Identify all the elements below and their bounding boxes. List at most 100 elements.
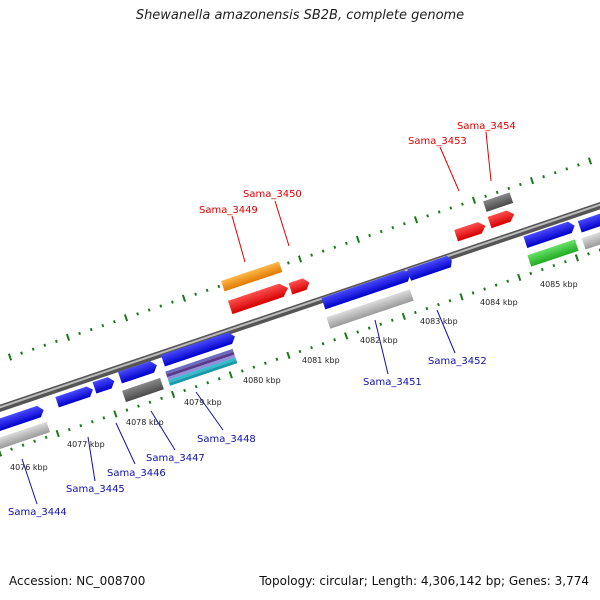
minor-tick: [540, 267, 544, 272]
kbp-label: 4083 kbp: [420, 317, 458, 326]
minor-tick: [205, 288, 209, 293]
minor-tick: [206, 381, 210, 385]
gene-sama-3453[interactable]: [454, 220, 487, 242]
minor-tick: [390, 318, 394, 322]
major-tick: [529, 176, 535, 185]
kbp-label: 4081 kbp: [302, 356, 340, 365]
minor-tick: [379, 229, 383, 234]
bottom-tick-track: [0, 248, 600, 457]
gene-right-blue-2[interactable]: [577, 212, 600, 233]
minor-tick: [519, 182, 522, 187]
gene-sama-3451-gray[interactable]: [326, 289, 414, 329]
minor-tick: [43, 343, 47, 347]
minor-tick: [563, 260, 567, 264]
gene-right-gray[interactable]: [581, 231, 600, 250]
gene-sama-3446[interactable]: [92, 375, 117, 394]
major-tick: [517, 273, 522, 281]
minor-tick: [321, 342, 325, 346]
genome-backbone: [0, 201, 600, 413]
gene-sama-3445[interactable]: [55, 385, 95, 408]
minor-tick: [183, 388, 187, 393]
minor-tick: [529, 271, 533, 276]
minor-tick: [217, 377, 221, 381]
minor-tick: [217, 284, 221, 289]
minor-tick: [194, 384, 198, 389]
minor-tick: [356, 330, 360, 334]
gene-sama-3452[interactable]: [407, 255, 453, 281]
minor-tick: [426, 214, 429, 218]
gene-label-sama-3446[interactable]: Sama_3446: [107, 468, 166, 479]
minor-tick: [391, 225, 395, 230]
minor-tick: [552, 263, 556, 268]
minor-tick: [125, 408, 129, 412]
gene-sama-3444[interactable]: [0, 404, 46, 434]
major-tick: [344, 332, 349, 340]
minor-tick: [44, 435, 48, 440]
minor-tick: [55, 339, 58, 343]
gene-sama-3444-gray[interactable]: [0, 421, 51, 452]
gene-label-sama-3449[interactable]: Sama_3449: [199, 205, 258, 216]
minor-tick: [310, 345, 313, 350]
gene-label-sama-3445[interactable]: Sama_3445: [66, 484, 125, 495]
top-strand-genes: [221, 192, 516, 315]
gene-sama-3449[interactable]: [227, 281, 290, 315]
kbp-label: 4076 kbp: [10, 463, 48, 472]
major-tick: [574, 254, 579, 262]
gene-label-sama-3451[interactable]: Sama_3451: [363, 377, 422, 388]
gene-label-sama-3452[interactable]: Sama_3452: [428, 356, 487, 367]
minor-tick: [437, 210, 441, 214]
minor-tick: [506, 279, 510, 283]
gene-sama-3450[interactable]: [288, 277, 312, 295]
gene-green[interactable]: [527, 239, 579, 267]
minor-tick: [471, 291, 475, 295]
minor-tick: [461, 202, 464, 206]
gene-label-sama-3454[interactable]: Sama_3454: [457, 121, 516, 132]
gene-sama-3447[interactable]: [118, 360, 159, 384]
gene-label-sama-3448[interactable]: Sama_3448: [197, 434, 256, 445]
major-tick: [401, 312, 406, 321]
minor-tick: [507, 186, 511, 191]
minor-tick: [577, 163, 580, 167]
gene-label-sama-3447[interactable]: Sama_3447: [146, 453, 205, 464]
major-tick: [413, 216, 419, 224]
gene-sama-3451[interactable]: [321, 269, 412, 310]
minor-tick: [33, 439, 37, 443]
minor-tick: [495, 190, 499, 195]
minor-tick: [448, 299, 452, 303]
minor-tick: [345, 241, 348, 245]
minor-tick: [252, 365, 256, 369]
gene-sama-3448-domains[interactable]: [165, 348, 238, 386]
major-tick: [459, 293, 464, 301]
minor-tick: [333, 245, 337, 249]
gene-right-blue[interactable]: [523, 220, 576, 248]
major-tick: [471, 196, 477, 204]
minor-tick: [494, 283, 498, 287]
minor-tick: [413, 310, 417, 315]
minor-tick: [194, 292, 197, 296]
gene-label-sama-3450[interactable]: Sama_3450: [243, 189, 302, 200]
minor-tick: [79, 424, 83, 428]
minor-tick: [31, 347, 35, 351]
minor-tick: [321, 249, 325, 253]
minor-tick: [90, 420, 94, 424]
major-tick: [587, 157, 593, 165]
gene-label-sama-3453[interactable]: Sama_3453: [408, 136, 467, 147]
minor-tick: [333, 338, 337, 342]
minor-tick: [403, 222, 406, 226]
major-tick: [355, 235, 361, 244]
gene-sama-3448[interactable]: [161, 331, 237, 367]
major-tick: [297, 255, 303, 263]
bottom-strand-genes: [0, 212, 600, 452]
gene-label-sama-3444[interactable]: Sama_3444: [8, 507, 67, 518]
minor-tick: [160, 396, 163, 400]
minor-tick: [437, 303, 440, 307]
minor-tick: [275, 357, 279, 361]
major-tick: [181, 294, 187, 302]
gene-sama-3454-pseudo[interactable]: [483, 192, 514, 212]
gene-sama-3454[interactable]: [487, 209, 516, 229]
gene-sama-3449-orange[interactable]: [221, 261, 283, 292]
minor-tick: [171, 300, 174, 304]
minor-tick: [553, 171, 557, 175]
kbp-label: 4077 kbp: [67, 440, 105, 449]
gene-sama-3447-pseudo[interactable]: [122, 377, 164, 403]
